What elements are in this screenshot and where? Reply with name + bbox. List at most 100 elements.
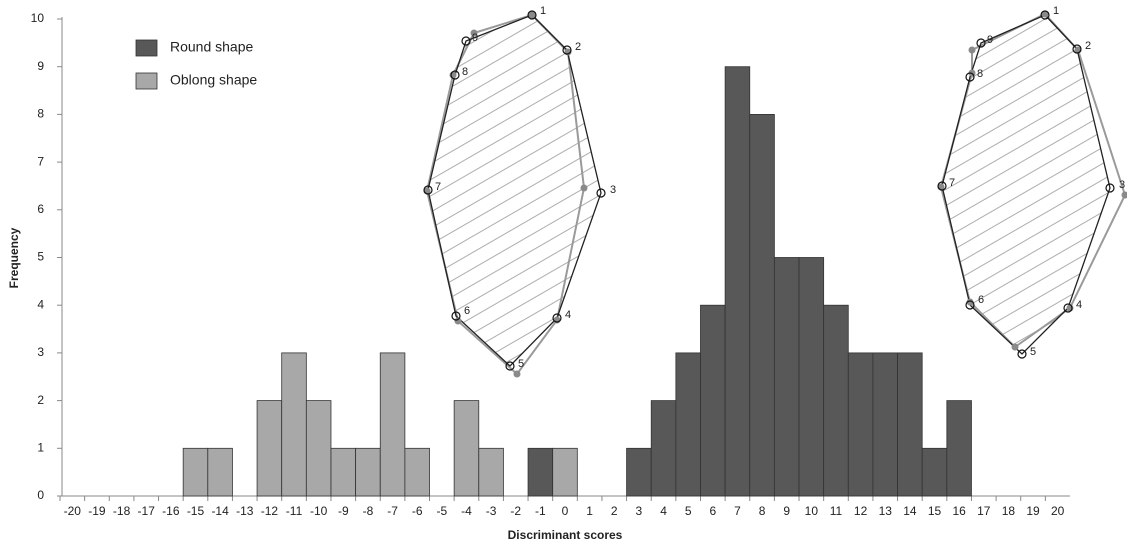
inset-point-label: 8: [462, 66, 468, 78]
x-tick-label: 5: [685, 504, 692, 518]
y-tick-label: 4: [37, 297, 44, 311]
x-tick-label: -18: [113, 504, 131, 518]
y-tick-label: 8: [37, 107, 44, 121]
x-axis-title: Discriminant scores: [508, 528, 623, 542]
inset-gray-point: [514, 371, 521, 378]
x-tick-label: 16: [952, 504, 966, 518]
x-tick-label: -4: [461, 504, 472, 518]
x-tick-label: -20: [64, 504, 82, 518]
x-tick-label: -5: [436, 504, 447, 518]
inset-point-label: 5: [1030, 346, 1036, 358]
x-tick-label: 18: [1002, 504, 1016, 518]
inset-point-label: 3: [1119, 179, 1125, 191]
bar: [528, 448, 553, 496]
y-tick-label: 1: [37, 440, 44, 454]
inset-point-label: 5: [518, 358, 524, 370]
x-tick-label: 13: [879, 504, 893, 518]
x-tick-label: 8: [759, 504, 766, 518]
x-tick-label: 19: [1026, 504, 1040, 518]
inset-point-label: 9: [987, 34, 993, 46]
inset-point-label: 7: [435, 181, 441, 193]
bar: [676, 353, 701, 496]
inset-point-label: 1: [540, 5, 546, 17]
x-tick-label: 4: [660, 504, 667, 518]
y-tick-label: 7: [37, 154, 44, 168]
inset-gray-point: [1012, 344, 1019, 351]
x-tick-label: 10: [805, 504, 819, 518]
x-tick-label: 9: [783, 504, 790, 518]
x-tick-label: -17: [138, 504, 156, 518]
inset-gray-point: [1122, 192, 1127, 199]
x-tick-label: -10: [310, 504, 328, 518]
x-tick-label: -3: [486, 504, 497, 518]
x-tick-label: 0: [562, 504, 569, 518]
x-tick-label: -6: [412, 504, 423, 518]
x-tick-label: -11: [286, 504, 303, 518]
inset-point-label: 4: [565, 309, 571, 321]
bar: [257, 401, 282, 496]
inset-point-label: 7: [949, 177, 955, 189]
bar: [799, 258, 824, 497]
inset-point-label: 4: [1076, 299, 1082, 311]
inset-point-label: 8: [977, 68, 983, 80]
x-tick-label: 3: [636, 504, 643, 518]
x-tick-label: 15: [928, 504, 942, 518]
bar: [183, 448, 208, 496]
x-tick-label: -7: [387, 504, 398, 518]
bar: [208, 448, 233, 496]
x-tick-label: 12: [854, 504, 868, 518]
x-tick-label: 1: [586, 504, 593, 518]
bar: [873, 353, 898, 496]
inset-point-label: 6: [464, 305, 470, 317]
inset-gray-point: [581, 185, 588, 192]
x-tick-label: -14: [211, 504, 229, 518]
inset-point-label: 6: [978, 294, 984, 306]
bar: [282, 353, 307, 496]
legend-label: Round shape: [170, 39, 254, 55]
inset-point-label: 2: [575, 41, 581, 53]
bar: [356, 448, 381, 496]
x-tick-label: 2: [611, 504, 618, 518]
chart: Discriminant scores Frequency 0123456789…: [0, 0, 1127, 546]
y-tick-label: 3: [37, 345, 44, 359]
x-tick-label: -15: [187, 504, 205, 518]
bar: [947, 401, 972, 496]
y-tick-label: 9: [37, 59, 44, 73]
y-tick-label: 10: [31, 11, 45, 25]
x-tick-label: -19: [88, 504, 106, 518]
bar: [306, 401, 331, 496]
legend-swatch: [136, 73, 157, 89]
x-tick-label: 14: [903, 504, 917, 518]
bar: [553, 448, 578, 496]
x-tick-label: 6: [709, 504, 716, 518]
bar: [331, 448, 356, 496]
y-tick-label: 5: [37, 250, 44, 264]
x-tick-label: -2: [510, 504, 521, 518]
x-tick-label: -16: [162, 504, 180, 518]
inset-hatch: [428, 15, 601, 366]
x-tick-label: -9: [338, 504, 349, 518]
inset-gray-point: [455, 318, 462, 325]
y-tick-label: 0: [37, 488, 44, 502]
bar: [922, 448, 947, 496]
bar: [627, 448, 652, 496]
bar: [750, 114, 775, 496]
inset-point-label: 9: [472, 32, 478, 44]
x-tick-label: -13: [236, 504, 254, 518]
inset-point-label: 3: [610, 184, 616, 196]
inset-point-label: 2: [1085, 40, 1091, 52]
inset-gray-point: [969, 47, 976, 54]
bar: [848, 353, 873, 496]
bar: [824, 305, 849, 496]
y-tick-label: 6: [37, 202, 44, 216]
x-tick-label: -12: [261, 504, 279, 518]
bar: [774, 258, 799, 497]
bar: [479, 448, 504, 496]
legend-label: Oblong shape: [170, 72, 257, 88]
bar: [380, 353, 405, 496]
x-tick-label: -8: [363, 504, 374, 518]
x-tick-label: 7: [734, 504, 741, 518]
bar: [405, 448, 430, 496]
x-tick-label: -1: [535, 504, 546, 518]
y-tick-label: 2: [37, 393, 44, 407]
